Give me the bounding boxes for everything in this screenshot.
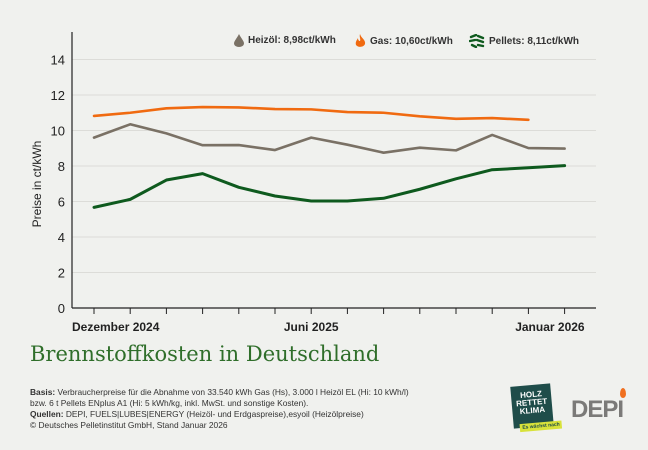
- sources-text: DEPI, FUELS|LUBES|ENERGY (Heizöl- und Er…: [63, 409, 364, 419]
- y-tick-label: 6: [58, 195, 65, 210]
- holz-rettet-klima-logo: HOLZ RETTET KLIMA Es wächst nach: [510, 383, 563, 433]
- series-line-heizoel: [92, 122, 566, 154]
- y-tick-label: 10: [51, 124, 65, 139]
- x-tick-label: Dezember 2024: [72, 320, 160, 334]
- y-axis-label: Preise in ct/kWh: [30, 141, 44, 228]
- y-tick-label: 8: [58, 159, 65, 174]
- x-tick-label: Juni 2025: [284, 320, 339, 334]
- y-tick-label: 12: [51, 88, 65, 103]
- basis-label: Basis:: [30, 387, 56, 397]
- line-chart: 0 2 4 6 8 10 12 14 Dezember 2024 Juni 2025 Januar …: [30, 32, 596, 334]
- basis-text-2: bzw. 6 t Pellets ENplus A1 (Hi: 5 kWh/kg…: [30, 398, 309, 408]
- y-tick-label: 14: [51, 53, 65, 68]
- copyright: © Deutsches Pelletinstitut GmbH, Stand J…: [30, 420, 228, 430]
- legend-pellets: Pellets: 8,11ct/kWh: [469, 34, 579, 48]
- legend-label: Pellets: 8,11ct/kWh: [489, 35, 580, 47]
- legend-label: Heizöl: 8,98ct/kWh: [248, 35, 336, 46]
- flame-icon: [355, 34, 366, 47]
- series-line-gas: [92, 105, 530, 122]
- y-tick-label: 4: [58, 230, 65, 245]
- chart-title: Brennstoffkosten in Deutschland: [30, 342, 380, 366]
- pellets-icon: [469, 34, 485, 48]
- oil-drop-icon: [234, 34, 244, 47]
- legend-label: Gas: 10,60ct/kWh: [370, 35, 453, 47]
- logo-tag: Es wächst nach: [520, 420, 563, 433]
- legend-heizoel: Heizöl: 8,98ct/kWh: [234, 34, 336, 47]
- legend-gas: Gas: 10,60ct/kWh: [355, 34, 453, 48]
- y-tick-label: 0: [58, 301, 65, 316]
- series-line-pellets: [92, 164, 567, 209]
- x-tick-label: Januar 2026: [515, 320, 585, 334]
- flame-icon: [620, 388, 627, 398]
- footer-notes: Basis: Verbraucherpreise für die Abnahme…: [30, 387, 409, 431]
- basis-text: Verbraucherpreise für die Abnahme von 33…: [55, 387, 409, 397]
- depi-logo: DEPI: [571, 388, 627, 424]
- sources-label: Quellen:: [30, 409, 64, 419]
- y-tick-label: 2: [58, 266, 65, 281]
